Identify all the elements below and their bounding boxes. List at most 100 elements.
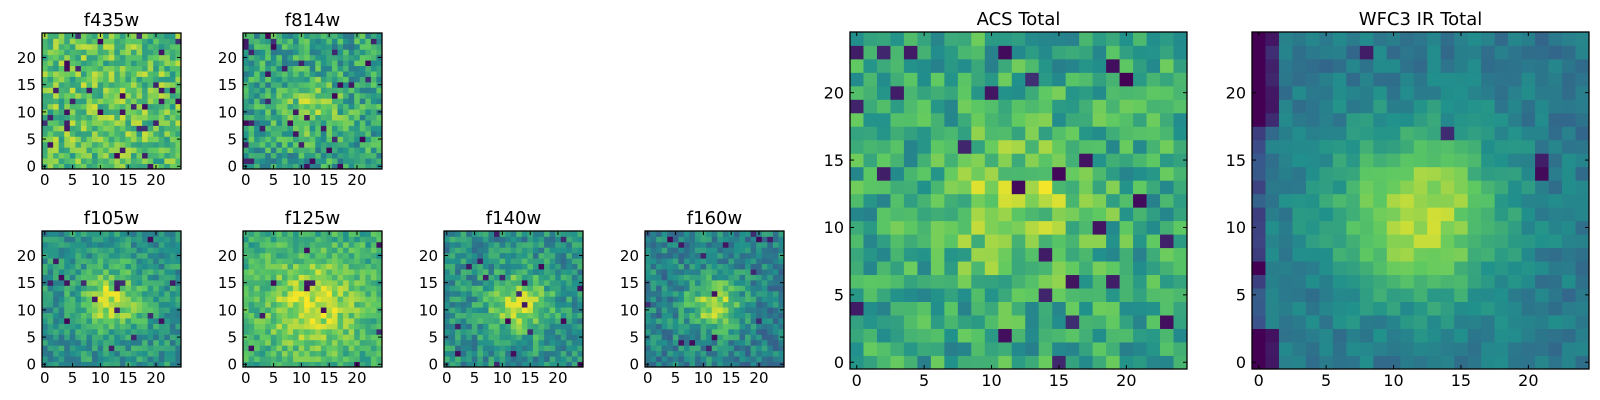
heatmap-cell <box>745 241 752 248</box>
heatmap-cell <box>499 318 506 324</box>
heatmap-cell <box>739 361 746 368</box>
heatmap-cell <box>114 252 121 259</box>
heatmap-cell <box>287 43 294 50</box>
heatmap-cell <box>354 318 361 324</box>
heatmap-cell <box>890 45 905 60</box>
heatmap-cell <box>761 301 768 308</box>
heatmap-cell <box>1305 288 1320 302</box>
panel-title: f814w <box>285 10 340 31</box>
heatmap-cell <box>1092 112 1107 127</box>
heatmap-cell <box>309 318 316 324</box>
heatmap-cell <box>315 98 322 105</box>
heatmap-cell <box>331 103 338 110</box>
heatmap-cell <box>971 247 986 262</box>
heatmap-cell <box>354 274 361 281</box>
heatmap-cell <box>711 247 718 254</box>
heatmap-cell <box>370 87 377 94</box>
heatmap-cell <box>315 252 322 259</box>
heatmap-cell <box>984 153 999 168</box>
heatmap-cell <box>293 290 299 297</box>
heatmap-cell <box>125 263 132 270</box>
heatmap-cell <box>248 334 255 341</box>
heatmap-cell <box>337 334 344 341</box>
heatmap-cell <box>695 323 701 330</box>
heatmap-cell <box>971 153 986 168</box>
heatmap-cell <box>678 241 685 248</box>
heatmap-cell <box>320 163 327 170</box>
heatmap-cell <box>863 220 878 235</box>
heatmap-cell <box>667 328 674 335</box>
heatmap-cell <box>750 350 757 357</box>
heatmap-cell <box>169 71 176 77</box>
heatmap-cell <box>354 76 361 83</box>
heatmap-cell <box>1319 180 1334 195</box>
heatmap-cell <box>276 247 283 254</box>
heatmap-cell <box>722 328 729 335</box>
heatmap-cell <box>455 350 462 357</box>
heatmap-cell <box>1160 288 1174 302</box>
heatmap-cell <box>103 76 110 83</box>
heatmap-cell <box>281 290 288 297</box>
heatmap-cell <box>281 345 288 352</box>
heatmap-cell <box>1413 328 1428 343</box>
heatmap-cell <box>243 263 249 270</box>
heatmap-cell <box>555 290 562 297</box>
heatmap-cell <box>728 328 735 335</box>
heatmap-cell <box>532 307 539 313</box>
heatmap-cell <box>767 334 774 341</box>
heatmap-cell <box>142 356 149 362</box>
heatmap-cell <box>147 236 154 243</box>
heatmap-cell <box>142 76 149 83</box>
heatmap-cell <box>86 98 93 105</box>
heatmap-cell <box>1052 261 1067 276</box>
heatmap-cell <box>243 158 249 164</box>
heatmap-cell <box>566 323 573 330</box>
heatmap-cell <box>1173 301 1188 316</box>
heatmap-cell <box>248 141 255 148</box>
heatmap-cell <box>108 158 115 164</box>
heatmap-cell <box>538 328 545 335</box>
heatmap-cell <box>722 334 729 341</box>
heatmap-cell <box>254 247 261 254</box>
heatmap-cell <box>293 328 299 335</box>
heatmap-cell <box>1454 288 1469 302</box>
heatmap-cell <box>243 269 249 275</box>
heatmap-cell <box>661 307 668 313</box>
heatmap-cell <box>86 323 93 330</box>
heatmap-cell <box>298 318 305 324</box>
heatmap-cell <box>58 163 65 170</box>
heatmap-cell <box>80 263 87 270</box>
heatmap-cell <box>92 65 98 72</box>
heatmap-cell <box>1359 315 1374 329</box>
heatmap-cell <box>97 98 104 105</box>
heatmap-cell <box>544 361 551 368</box>
heatmap-cell <box>75 269 82 275</box>
heatmap-cell <box>1508 315 1522 329</box>
x-tick-label: 10 <box>292 171 311 189</box>
heatmap-cell <box>309 60 316 67</box>
heatmap-cell <box>767 252 774 259</box>
heatmap-cell <box>1413 261 1428 276</box>
heatmap-cell <box>125 65 132 72</box>
heatmap-cell <box>1011 193 1026 208</box>
heatmap-cell <box>532 279 539 286</box>
heatmap-cell <box>47 152 54 159</box>
heatmap-cell <box>538 334 545 341</box>
heatmap-cell <box>650 236 657 243</box>
heatmap-cell <box>656 350 663 357</box>
heatmap-cell <box>1494 247 1509 262</box>
heatmap-cell <box>944 274 959 289</box>
heatmap-cell <box>337 285 344 292</box>
heatmap-cell <box>706 312 713 319</box>
heatmap-cell <box>42 356 48 362</box>
heatmap-cell <box>320 76 327 83</box>
heatmap-cell <box>516 241 523 248</box>
heatmap-cell <box>917 342 932 356</box>
heatmap-cell <box>42 247 48 254</box>
heatmap-cell <box>1575 166 1590 181</box>
heatmap-cell <box>1252 355 1266 370</box>
heatmap-cell <box>270 312 277 319</box>
heatmap-cell <box>281 163 288 170</box>
heatmap-cell <box>1025 220 1040 235</box>
heatmap-cell <box>850 166 864 181</box>
